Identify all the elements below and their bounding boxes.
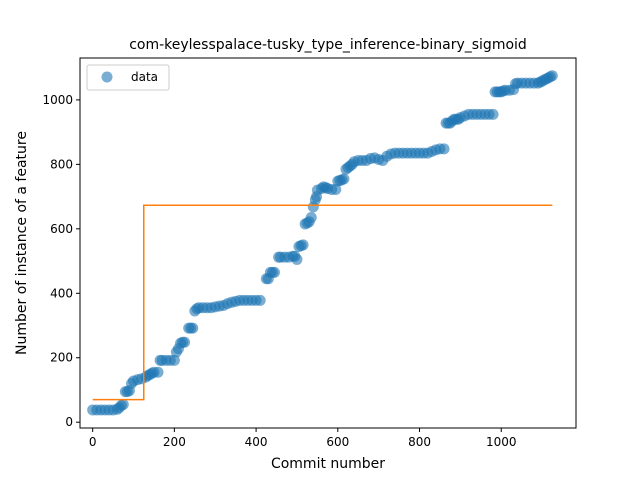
data-point — [297, 239, 309, 251]
x-axis: 0 200 400 600 800 1000 — [89, 428, 517, 449]
legend-box — [86, 64, 170, 91]
y-axis: 0 200 400 600 800 1000 — [42, 93, 80, 429]
x-tick-label: 1000 — [486, 435, 517, 449]
data-point — [168, 354, 180, 366]
data-point — [187, 322, 199, 334]
data-point — [487, 108, 499, 120]
data-point — [330, 183, 342, 195]
data-point — [546, 70, 558, 82]
x-axis-label: Commit number — [271, 456, 385, 472]
y-tick-label: 1000 — [42, 93, 73, 107]
legend-marker-data — [101, 71, 113, 83]
x-tick-label: 800 — [408, 435, 431, 449]
data-point — [117, 398, 129, 410]
y-tick-label: 800 — [50, 157, 73, 171]
plot-area — [79, 57, 577, 429]
data-point — [305, 212, 317, 224]
data-point — [438, 143, 450, 155]
y-tick-label: 0 — [65, 415, 73, 429]
legend: data — [86, 64, 170, 91]
x-tick-label: 200 — [163, 435, 186, 449]
data-point — [291, 253, 303, 265]
data-point — [254, 294, 266, 306]
series-layer — [87, 70, 558, 416]
legend-label-data: data — [131, 70, 158, 84]
data-point — [338, 173, 350, 185]
x-tick-label: 600 — [326, 435, 349, 449]
y-axis-label: Number of instance of a feature — [14, 131, 30, 355]
chart-title: com-keylesspalace-tusky_type_inference-b… — [129, 37, 527, 53]
data-point — [268, 266, 280, 278]
y-tick-label: 600 — [50, 222, 73, 236]
y-tick-label: 200 — [50, 351, 73, 365]
fit-step-line — [92, 204, 553, 401]
data-point — [179, 336, 191, 348]
x-tick-label: 400 — [245, 435, 268, 449]
data-point — [152, 366, 164, 378]
x-tick-label: 0 — [89, 435, 97, 449]
y-tick-label: 400 — [50, 286, 73, 300]
